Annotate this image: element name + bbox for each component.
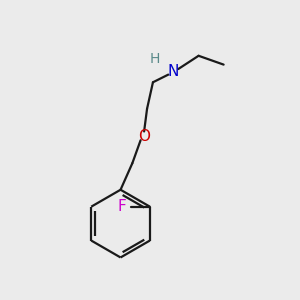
Text: N: N — [168, 64, 179, 80]
Text: F: F — [118, 199, 126, 214]
Text: O: O — [138, 129, 150, 144]
Text: H: H — [149, 52, 160, 66]
